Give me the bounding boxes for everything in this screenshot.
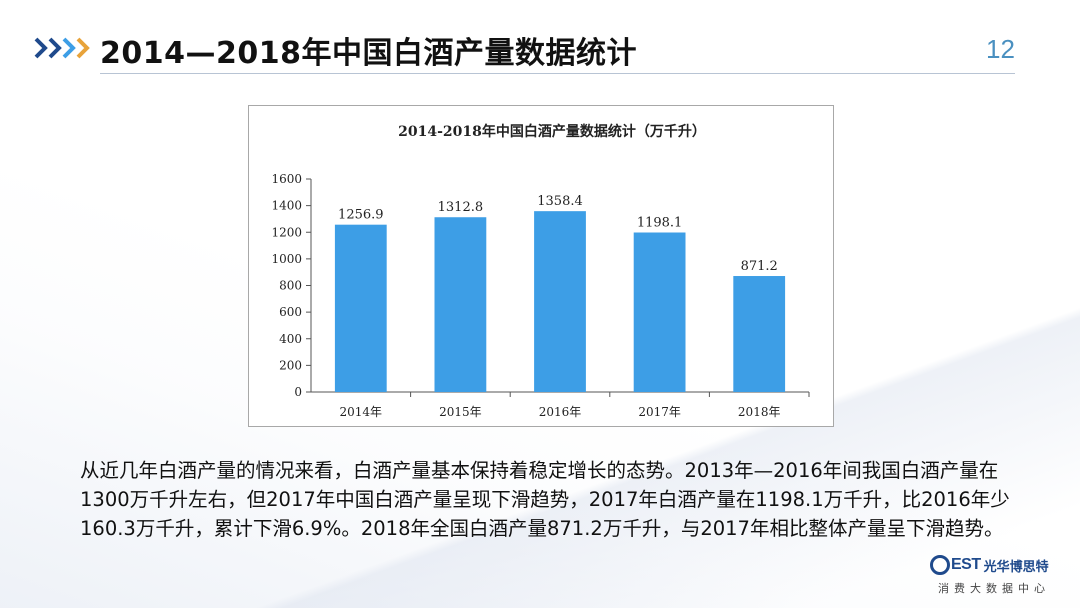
- y-tick-label: 1000: [271, 252, 302, 266]
- bar: [633, 232, 686, 392]
- y-tick-label: 200: [279, 358, 302, 372]
- logo-subtitle: 消费大数据中心: [938, 582, 1050, 595]
- y-tick-label: 400: [279, 332, 302, 346]
- description-line: 从近几年白酒产量的情况来看，白酒产量基本保持着稳定增长的态势。2013年—201…: [80, 459, 999, 482]
- x-tick-label: 2015年: [439, 405, 482, 419]
- data-label: 1256.9: [338, 208, 384, 223]
- brand-logo: EST 光华博思特 消费大数据中心: [930, 553, 1050, 598]
- logo-b-icon: [930, 555, 950, 575]
- bar: [534, 211, 586, 392]
- slide-title: 2014—2018年中国白酒产量数据统计: [100, 36, 637, 71]
- y-tick-label: 1400: [271, 199, 302, 213]
- bar: [733, 276, 786, 392]
- page-number: 12: [986, 34, 1015, 64]
- description-line: 1300万千升左右，但2017年中国白酒产量呈现下滑趋势，2017年白酒产量在1…: [80, 488, 1010, 511]
- y-tick-label: 1600: [271, 172, 302, 186]
- chart-container: 2014-2018年中国白酒产量数据统计（万千升） 0 200 400 600 800 10…: [248, 105, 834, 427]
- data-label: 1312.8: [438, 200, 484, 215]
- description-text: 从近几年白酒产量的情况来看，白酒产量基本保持着稳定增长的态势。2013年—201…: [80, 456, 1010, 543]
- logo-brand-cn: 光华博思特: [983, 559, 1049, 575]
- chart-title: 2014-2018年中国白酒产量数据统计（万千升）: [398, 123, 706, 140]
- y-tick-label: 800: [279, 279, 302, 293]
- chevron-arrows-icon: [34, 37, 90, 59]
- data-label: 871.2: [741, 259, 778, 274]
- x-tick-label: 2017年: [638, 405, 681, 419]
- bar: [434, 217, 487, 392]
- x-tick-label: 2016年: [539, 405, 582, 419]
- y-tick-label: 600: [279, 305, 302, 319]
- data-label: 1358.4: [537, 194, 583, 209]
- bar: [334, 224, 387, 392]
- y-tick-label: 0: [294, 385, 302, 399]
- y-tick-label: 1200: [271, 225, 302, 239]
- x-tick-label: 2014年: [340, 405, 383, 419]
- logo-brand: EST: [951, 556, 981, 573]
- data-label: 1198.1: [637, 216, 683, 231]
- title-divider: [100, 73, 1015, 74]
- bar-chart: 2014-2018年中国白酒产量数据统计（万千升） 0 200 400 600 800 10…: [271, 123, 810, 419]
- x-tick-label: 2018年: [738, 405, 781, 419]
- description-line: 160.3万千升，累计下滑6.9%。2018年全国白酒产量871.2万千升，与2…: [80, 517, 1004, 540]
